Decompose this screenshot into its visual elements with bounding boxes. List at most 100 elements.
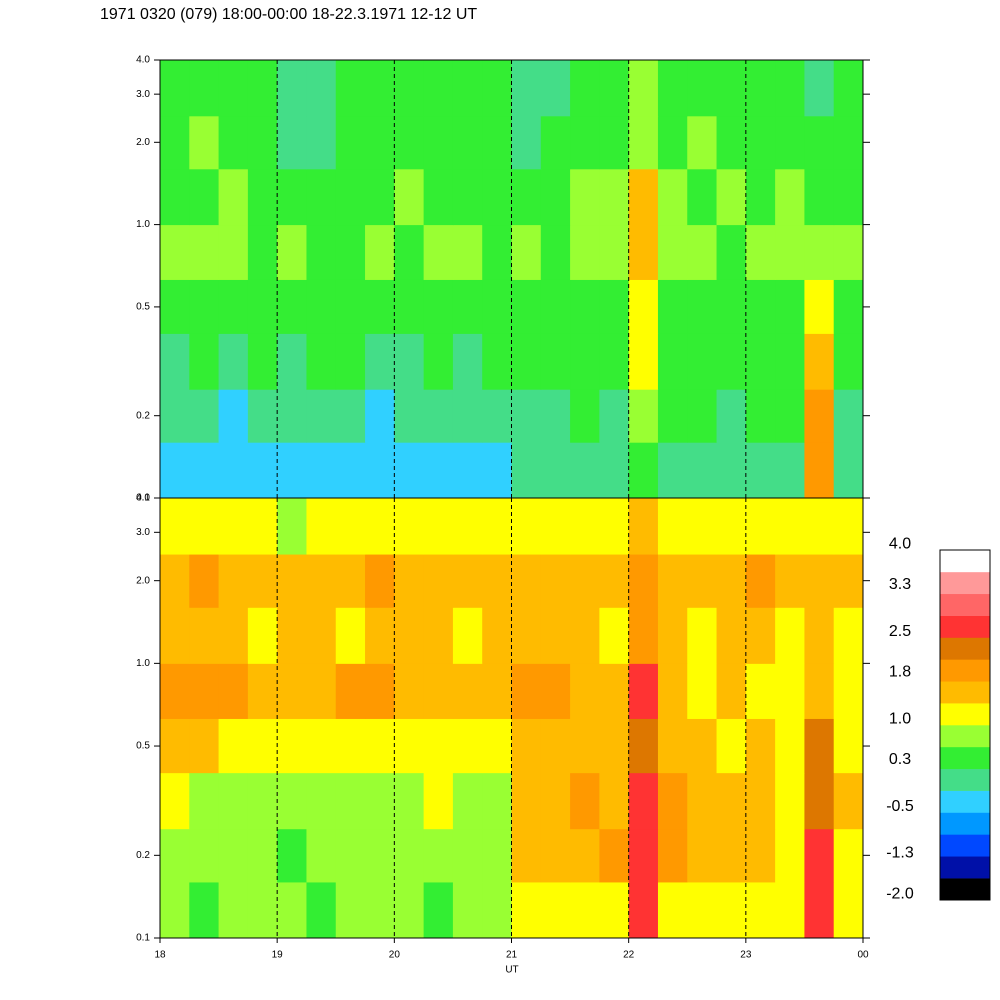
heatmap-cell xyxy=(452,554,483,608)
heatmap-cell xyxy=(745,279,776,334)
heatmap-cell xyxy=(189,881,220,939)
heatmap-cell xyxy=(482,607,512,664)
colorbar-swatch xyxy=(940,703,990,726)
heatmap-cell xyxy=(247,498,278,555)
heatmap-cell xyxy=(189,333,220,390)
heatmap-cell xyxy=(775,224,805,280)
heatmap-cell xyxy=(452,772,483,830)
heatmap-cell xyxy=(394,718,425,774)
heatmap-cell xyxy=(482,279,512,334)
heatmap-cell xyxy=(540,772,571,830)
heatmap-cell xyxy=(189,442,220,499)
heatmap-cell xyxy=(628,333,659,390)
heatmap-cell xyxy=(657,607,688,664)
heatmap-cell xyxy=(775,718,805,774)
heatmap-cell xyxy=(482,389,512,443)
colorbar-swatch xyxy=(940,834,990,857)
heatmap-cell xyxy=(394,224,425,280)
heatmap-cell xyxy=(452,718,483,774)
heatmap-cell xyxy=(833,881,864,939)
colorbar-tick-label: 1.8 xyxy=(889,664,911,681)
heatmap-cell xyxy=(365,279,395,334)
heatmap-cell xyxy=(775,279,805,334)
colorbar-swatch xyxy=(940,746,990,770)
heatmap-cell xyxy=(745,389,776,443)
heatmap-cell xyxy=(277,554,307,608)
heatmap-cell xyxy=(335,718,366,774)
heatmap-cell xyxy=(306,168,337,226)
colorbar-tick-label: -1.3 xyxy=(886,845,914,862)
heatmap-cell xyxy=(306,772,337,830)
heatmap-cell xyxy=(218,60,249,117)
y-tick-label: 0.5 xyxy=(136,302,150,313)
y-tick-label: 0.1 xyxy=(136,933,150,944)
heatmap-cell xyxy=(804,554,835,608)
heatmap-cell xyxy=(365,718,395,774)
heatmap-cell xyxy=(628,279,659,334)
heatmap-cell xyxy=(628,442,659,499)
heatmap-cell xyxy=(804,498,835,555)
heatmap-cell xyxy=(599,881,630,939)
heatmap-cell xyxy=(745,333,776,390)
heatmap-cell xyxy=(570,498,600,555)
heatmap-cell xyxy=(277,168,307,226)
heatmap-cell xyxy=(335,607,366,664)
heatmap-cell xyxy=(511,498,542,555)
heatmap-cell xyxy=(599,554,630,608)
heatmap-cell xyxy=(628,60,659,117)
heatmap-cell xyxy=(628,828,659,883)
heatmap-cell xyxy=(160,60,190,117)
heatmap-cell xyxy=(570,772,600,830)
y-tick-label: 4.0 xyxy=(136,493,150,504)
heatmap-cell xyxy=(775,663,805,719)
heatmap-cell xyxy=(833,718,864,774)
heatmap-cell xyxy=(335,442,366,499)
heatmap-cell xyxy=(365,772,395,830)
heatmap-cell xyxy=(365,554,395,608)
heatmap-cell xyxy=(423,718,454,774)
heatmap-cell xyxy=(365,168,395,226)
heatmap-cell xyxy=(218,554,249,608)
heatmap-cell xyxy=(745,554,776,608)
heatmap-cell xyxy=(365,333,395,390)
y-tick-label: 0.2 xyxy=(136,410,150,421)
heatmap-cell xyxy=(247,279,278,334)
heatmap-cell xyxy=(306,663,337,719)
heatmap-cell xyxy=(804,663,835,719)
heatmap-cell xyxy=(599,442,630,499)
heatmap-cell xyxy=(452,828,483,883)
heatmap-cell xyxy=(306,442,337,499)
heatmap-cell xyxy=(716,828,747,883)
heatmap-cell xyxy=(570,389,600,443)
heatmap-cell xyxy=(570,279,600,334)
heatmap-cell xyxy=(628,389,659,443)
heatmap-cell xyxy=(277,718,307,774)
heatmap-cell xyxy=(511,115,542,170)
heatmap-cell xyxy=(570,607,600,664)
heatmap-cell xyxy=(804,389,835,443)
heatmap-cell xyxy=(599,389,630,443)
heatmap-cell xyxy=(745,881,776,939)
heatmap-cell xyxy=(628,554,659,608)
heatmap-cell xyxy=(716,881,747,939)
heatmap-cell xyxy=(247,881,278,939)
colorbar-swatch xyxy=(940,571,990,595)
heatmap-cell xyxy=(423,828,454,883)
heatmap-cell xyxy=(540,115,571,170)
heatmap-cell xyxy=(423,333,454,390)
heatmap-cell xyxy=(306,115,337,170)
heatmap-cell xyxy=(833,607,864,664)
heatmap-cell xyxy=(599,60,630,117)
heatmap-cell xyxy=(570,224,600,280)
heatmap-cell xyxy=(570,168,600,226)
heatmap-cell xyxy=(687,333,718,390)
heatmap-cell xyxy=(628,498,659,555)
x-axis-label: UT xyxy=(505,965,518,976)
heatmap-cell xyxy=(716,442,747,499)
heatmap-cell xyxy=(452,663,483,719)
heatmap-cell xyxy=(775,554,805,608)
heatmap-cell xyxy=(833,772,864,830)
heatmap-cell xyxy=(511,168,542,226)
heatmap-cell xyxy=(628,115,659,170)
